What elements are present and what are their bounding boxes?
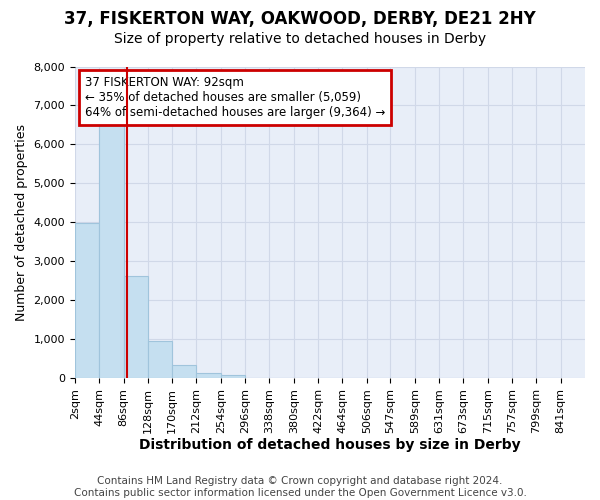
Text: 37, FISKERTON WAY, OAKWOOD, DERBY, DE21 2HY: 37, FISKERTON WAY, OAKWOOD, DERBY, DE21 …	[64, 10, 536, 28]
Text: Size of property relative to detached houses in Derby: Size of property relative to detached ho…	[114, 32, 486, 46]
Bar	[124, 276, 148, 378]
Bar	[196, 372, 221, 378]
Text: Contains HM Land Registry data © Crown copyright and database right 2024.
Contai: Contains HM Land Registry data © Crown c…	[74, 476, 526, 498]
Bar	[221, 375, 245, 378]
Bar	[75, 223, 99, 378]
Y-axis label: Number of detached properties: Number of detached properties	[15, 124, 28, 321]
Bar	[172, 365, 196, 378]
Bar	[148, 340, 172, 378]
Text: 37 FISKERTON WAY: 92sqm
← 35% of detached houses are smaller (5,059)
64% of semi: 37 FISKERTON WAY: 92sqm ← 35% of detache…	[85, 76, 385, 119]
Bar	[99, 120, 124, 378]
X-axis label: Distribution of detached houses by size in Derby: Distribution of detached houses by size …	[139, 438, 521, 452]
